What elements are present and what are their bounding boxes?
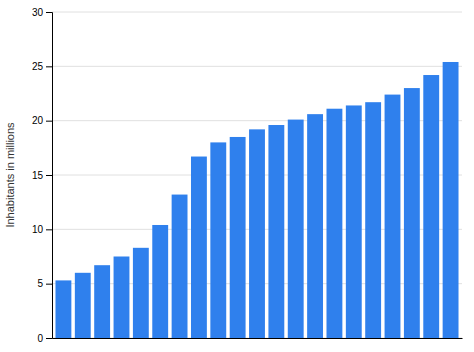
bar <box>288 120 304 338</box>
y-tick-label: 10 <box>32 224 44 235</box>
y-tick-mark <box>46 338 52 339</box>
y-tick-mark <box>46 175 52 176</box>
y-tick: 30 <box>32 7 52 18</box>
bar <box>191 157 207 338</box>
bar <box>210 142 226 338</box>
plot: 0 5 10 15 20 25 30 <box>32 7 463 344</box>
bar <box>249 129 265 338</box>
y-tick: 0 <box>37 333 52 344</box>
y-tick: 5 <box>37 278 52 289</box>
y-tick-label: 15 <box>32 170 44 181</box>
y-tick-mark <box>46 66 52 67</box>
y-tick: 10 <box>32 224 52 235</box>
grid-line <box>52 12 462 13</box>
bar <box>423 75 439 338</box>
y-tick-mark <box>46 229 52 230</box>
bar <box>75 273 91 338</box>
bar <box>326 109 342 338</box>
y-axis-line <box>46 13 53 339</box>
bar <box>307 114 323 338</box>
x-axis <box>53 338 463 339</box>
bar <box>55 280 71 338</box>
bar <box>133 248 149 338</box>
bar <box>172 195 188 338</box>
grid <box>52 12 462 338</box>
y-tick-label: 20 <box>32 115 44 126</box>
bar <box>404 88 420 338</box>
y-tick-label: 0 <box>37 333 43 344</box>
y-axis: 0 5 10 15 20 25 30 <box>32 7 53 344</box>
y-tick-label: 30 <box>32 7 44 18</box>
y-tick: 20 <box>32 115 52 126</box>
x-axis-line <box>53 338 463 339</box>
bar <box>94 265 110 338</box>
bar <box>443 62 459 338</box>
y-tick-mark <box>46 121 52 122</box>
bar <box>114 257 130 339</box>
y-tick-mark <box>46 12 52 13</box>
bar <box>365 102 381 338</box>
bar <box>230 137 246 338</box>
bar <box>268 125 284 338</box>
bars <box>55 62 458 338</box>
y-axis-title: Inhabitants in millions <box>4 122 16 228</box>
bar <box>346 105 362 338</box>
y-tick-label: 5 <box>37 278 43 289</box>
bar <box>152 225 168 338</box>
chart: 0 5 10 15 20 25 30 Inhabitants in millions <box>0 0 474 352</box>
grid-line <box>52 66 462 67</box>
y-tick: 25 <box>32 61 52 72</box>
bar <box>385 95 401 338</box>
y-tick-mark <box>46 284 52 285</box>
y-tick: 15 <box>32 170 52 181</box>
y-tick-label: 25 <box>32 61 44 72</box>
grid-line <box>52 120 462 121</box>
